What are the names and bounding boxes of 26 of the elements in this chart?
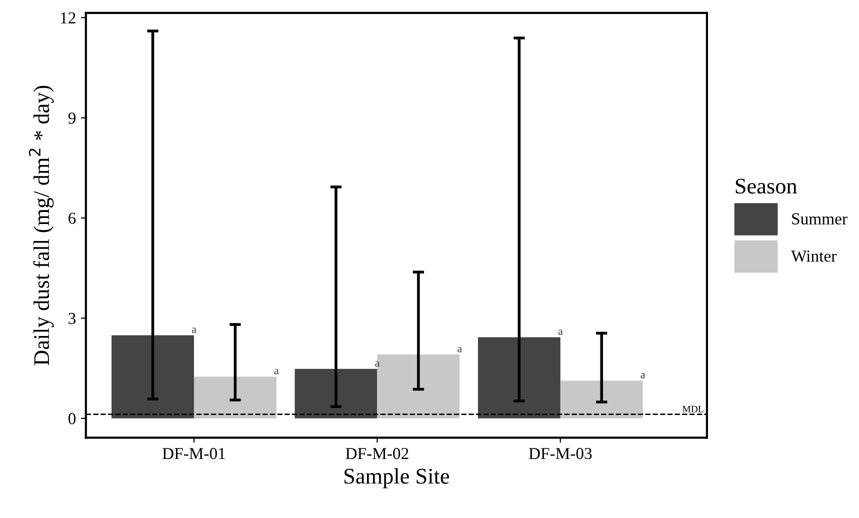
x-tick-label: DF-M-03: [528, 448, 592, 460]
data-label: a: [558, 330, 563, 335]
x-tick-label: DF-M-02: [346, 448, 408, 460]
y-tick-label: 0: [68, 413, 76, 424]
y-tick-label: 12: [60, 12, 76, 24]
data-label: a: [458, 346, 462, 352]
bar: [478, 337, 560, 418]
data-label: a: [375, 361, 380, 367]
x-tick-label: DF-M-01: [162, 448, 225, 460]
x-axis-title: Sample Site: [344, 468, 450, 488]
y-tick-label: 9: [68, 112, 76, 124]
ref-line-label: MDL: [682, 406, 704, 412]
legend-label: Summer: [792, 213, 848, 224]
bar: [294, 368, 378, 418]
y-axis-title: Daily dust fall (mg/ dm$^{2}$ * day): [28, 86, 54, 366]
y-tick-label: 3: [68, 312, 76, 324]
legend-title: Season: [736, 178, 797, 194]
data-label: a: [640, 373, 646, 378]
bar: [194, 376, 276, 418]
bar: [377, 354, 460, 418]
data-label: a: [274, 369, 279, 374]
y-tick-label: 6: [68, 212, 76, 224]
bar: [112, 335, 194, 418]
bar: [560, 380, 643, 418]
legend-label: Winter: [791, 250, 837, 262]
data-label: a: [192, 328, 196, 333]
